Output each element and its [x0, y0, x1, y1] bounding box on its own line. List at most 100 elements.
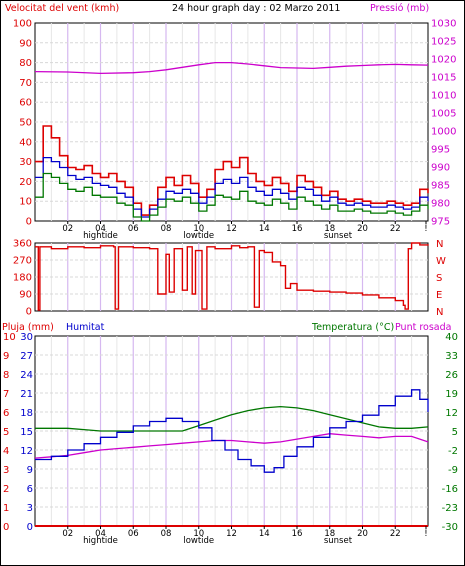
x-tick-label: 14: [259, 529, 270, 539]
pressure-axis-tick: 1010: [431, 91, 456, 102]
temperature-line: [35, 405, 429, 432]
temperature-axis-tick: 33: [445, 351, 458, 362]
temperature-axis-tick: -16: [442, 484, 458, 495]
humidity-axis-tick: 15: [20, 427, 33, 438]
wind-axis-tick: 60: [19, 98, 32, 109]
rain-axis-tick: 4: [3, 446, 9, 457]
temperature-axis-tick: -2: [448, 446, 458, 457]
pressure-axis-tick: 1015: [431, 73, 456, 84]
x-tick-label: 16: [292, 529, 303, 539]
direction-axis-tick: 90: [19, 290, 32, 301]
wind-axis-tick: 100: [13, 19, 32, 30]
x-annotation-hightide: hightide: [83, 536, 118, 546]
x-tick-label: 20: [357, 529, 368, 539]
wind-axis-tick: 80: [19, 58, 32, 69]
pressure-axis-tick: 980: [431, 199, 450, 210]
x-tick-label: 20: [357, 224, 368, 234]
x-tick-label: 14: [259, 224, 270, 234]
compass-label: W: [436, 256, 446, 267]
pressure-axis-tick: 1000: [431, 127, 456, 138]
humidity-line: [35, 389, 429, 473]
wind-axis-tick: 70: [19, 78, 32, 89]
humidity-axis-tick: 9: [27, 465, 33, 476]
wind-speed-label: Velocitat del vent (kmh): [5, 3, 119, 14]
x-tick-label: 22: [390, 529, 401, 539]
humidity-axis-tick: 18: [20, 408, 33, 419]
temperature-label: Temperatura (°C): [311, 322, 394, 333]
temperature-axis-tick: 26: [445, 370, 458, 381]
x-annotation-sunset: sunset: [324, 536, 353, 546]
rain-axis-tick: 3: [3, 465, 9, 476]
temperature-axis-tick: -30: [442, 522, 458, 533]
x-tick-label: 12: [226, 224, 237, 234]
graph-title: 24 hour graph day : 02 Marzo 2011: [172, 3, 340, 14]
wind-axis-tick: 40: [19, 137, 32, 148]
wind-axis-tick: 30: [19, 157, 32, 168]
rain-axis-tick: 7: [3, 389, 9, 400]
wind-axis-tick: 10: [19, 197, 32, 208]
pressure-axis-tick: 990: [431, 163, 450, 174]
humidity-label: Humitat: [66, 322, 105, 333]
direction-axis-tick: 360: [13, 239, 32, 250]
x-tick-label: 02: [62, 224, 73, 234]
temperature-axis-tick: 12: [445, 408, 458, 419]
direction-axis-tick: 0: [26, 307, 32, 318]
x-tick-label: 06: [128, 529, 139, 539]
humidity-axis-tick: 6: [27, 484, 33, 495]
dewpoint-line: [34, 433, 429, 459]
x-tick-label: 18: [324, 529, 335, 539]
x-tick-label: 10: [193, 224, 204, 234]
pressure-axis-tick: 975: [431, 217, 450, 228]
temperature-axis-tick: 19: [445, 389, 458, 400]
x-annotation-sunset: sunset: [324, 231, 353, 241]
x-tick-label: !: [424, 529, 427, 539]
pressure-line: [34, 61, 429, 75]
rain-axis-tick: 10: [3, 332, 16, 343]
pressure-axis-tick: 1030: [431, 19, 456, 30]
temperature-axis-tick: 5: [452, 427, 458, 438]
humidity-axis-tick: 30: [20, 332, 33, 343]
rain-axis-tick: 8: [3, 370, 9, 381]
x-annotation-lowtide: lowtide: [183, 536, 214, 546]
rain-axis-tick: 0: [3, 522, 9, 533]
pressure-axis-tick: 1005: [431, 109, 456, 120]
pressure-axis-tick: 1020: [431, 55, 456, 66]
dewpoint-label: Punt rosada: [395, 322, 451, 333]
temperature-axis-tick: -23: [442, 503, 458, 514]
direction-axis-tick: 180: [13, 273, 32, 284]
x-tick-label: 22: [390, 224, 401, 234]
x-tick-label: 04: [95, 224, 106, 234]
x-tick-label: 16: [292, 224, 303, 234]
temperature-axis-tick: -9: [448, 465, 458, 476]
humidity-axis-tick: 12: [20, 446, 33, 457]
x-annotation-hightide: hightide: [83, 231, 118, 241]
compass-label: S: [436, 273, 442, 284]
rain-label: Pluja (mm): [2, 322, 54, 333]
humidity-axis-tick: 3: [27, 503, 33, 514]
temperature-axis-tick: 40: [445, 332, 458, 343]
x-tick-label: 08: [161, 224, 172, 234]
x-tick-label: 06: [128, 224, 139, 234]
wind-direction-line: [35, 242, 429, 311]
humidity-axis-tick: 24: [20, 370, 33, 381]
humidity-axis-tick: 0: [27, 522, 33, 533]
wind-axis-tick: 0: [26, 217, 32, 228]
pressure-axis-tick: 985: [431, 181, 450, 192]
x-tick-label: 02: [62, 529, 73, 539]
compass-label: N: [436, 307, 443, 318]
x-tick-label: 18: [324, 224, 335, 234]
wind-axis-tick: 20: [19, 177, 32, 188]
humidity-axis-tick: 21: [20, 389, 33, 400]
wind-average-line: [35, 156, 429, 218]
rain-axis-tick: 1: [3, 503, 9, 514]
pressure-axis-tick: 995: [431, 145, 450, 156]
compass-label: E: [436, 290, 442, 301]
x-tick-label: 04: [95, 529, 106, 539]
wind-axis-tick: 50: [19, 118, 32, 129]
x-tick-label: !: [424, 224, 427, 234]
wind-axis-tick: 90: [19, 38, 32, 49]
